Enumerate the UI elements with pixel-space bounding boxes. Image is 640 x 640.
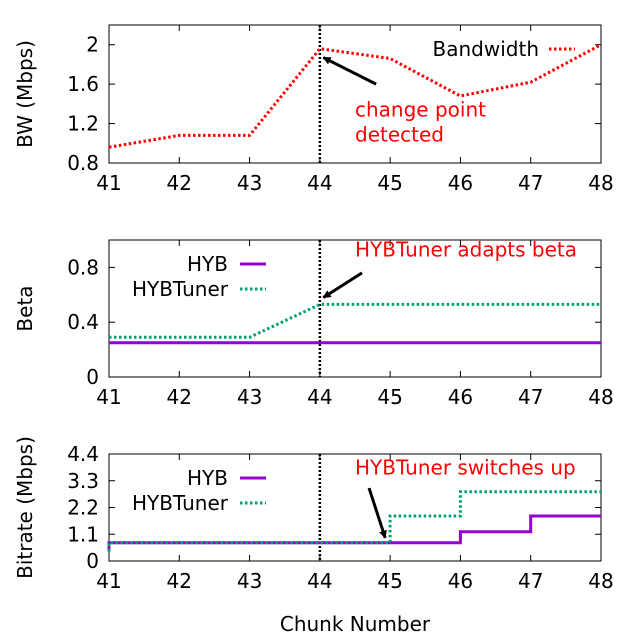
y-axis-label: Bitrate (Mbps) bbox=[13, 436, 37, 579]
x-tick-label: 47 bbox=[518, 569, 543, 593]
x-tick-label: 48 bbox=[588, 569, 613, 593]
legend-label: HYB bbox=[187, 466, 228, 490]
annotation-text: change point bbox=[355, 98, 486, 122]
y-tick-label: 1.2 bbox=[67, 112, 99, 136]
y-tick-label: 2.2 bbox=[67, 496, 99, 520]
y-tick-label: 1.1 bbox=[67, 522, 99, 546]
annotation-arrow bbox=[322, 56, 377, 86]
annotation-arrow bbox=[322, 271, 363, 299]
x-tick-label: 48 bbox=[588, 385, 613, 409]
x-tick-label: 46 bbox=[448, 385, 473, 409]
y-tick-label: 0 bbox=[86, 549, 99, 573]
y-tick-label: 0.8 bbox=[67, 151, 99, 175]
y-tick-label: 3.3 bbox=[67, 469, 99, 493]
x-tick-label: 47 bbox=[518, 171, 543, 195]
x-tick-label: 43 bbox=[237, 385, 262, 409]
annotation-text: HYBTuner switches up bbox=[355, 456, 576, 480]
x-tick-label: 47 bbox=[518, 385, 543, 409]
chart-panel-3: 41 42 43 44 45 46 47 48 0 1.12.2 3.3 4.4 Bitrate (Mb… bbox=[13, 436, 614, 593]
plot-frame bbox=[108, 239, 602, 378]
x-tick-label: 42 bbox=[167, 569, 192, 593]
x-tick-label: 48 bbox=[588, 171, 613, 195]
x-tick-label: 41 bbox=[96, 171, 121, 195]
x-tick-label: 44 bbox=[307, 569, 332, 593]
chart-panel-1: 41 42 43 44 45 46 47 48 0.8 1.2 1.6 2 BW (Mbps) Bandw… bbox=[13, 24, 614, 195]
x-tick-label: 45 bbox=[377, 385, 402, 409]
x-tick-label: 46 bbox=[448, 569, 473, 593]
x-tick-label: 41 bbox=[96, 569, 121, 593]
legend-label: HYB bbox=[187, 252, 228, 276]
annotation-text: HYBTuner adapts beta bbox=[355, 237, 577, 261]
legend-label: HYBTuner bbox=[132, 491, 229, 515]
y-axis-label: Beta bbox=[13, 285, 37, 331]
series-line-hybtuner bbox=[107, 490, 601, 552]
series-line-hybtuner bbox=[109, 302, 601, 339]
x-tick-label: 43 bbox=[237, 569, 262, 593]
y-tick-label: 4.4 bbox=[67, 442, 99, 466]
x-tick-label: 46 bbox=[448, 171, 473, 195]
annotation-arrow bbox=[367, 487, 387, 539]
y-tick-label: 0.8 bbox=[67, 255, 99, 279]
plot-frame bbox=[108, 24, 602, 164]
y-axis-label: BW (Mbps) bbox=[13, 40, 37, 148]
x-tick-label: 42 bbox=[167, 385, 192, 409]
x-tick-label: 41 bbox=[96, 385, 121, 409]
y-tick-label: 2 bbox=[86, 33, 99, 57]
x-tick-label: 45 bbox=[377, 569, 402, 593]
legend-label: HYBTuner bbox=[132, 277, 229, 301]
annotation-text: detected bbox=[355, 123, 444, 147]
x-axis-label: Chunk Number bbox=[280, 612, 431, 636]
x-tick-label: 45 bbox=[377, 171, 402, 195]
y-tick-label: 1.6 bbox=[67, 72, 99, 96]
x-tick-label: 44 bbox=[307, 171, 332, 195]
y-tick-label: 0.4 bbox=[67, 310, 99, 334]
x-tick-label: 44 bbox=[307, 385, 332, 409]
legend-label: Bandwidth bbox=[433, 37, 539, 61]
y-tick-label: 0 bbox=[86, 365, 99, 389]
x-tick-label: 42 bbox=[167, 171, 192, 195]
x-tick-label: 43 bbox=[237, 171, 262, 195]
series-line-hyb bbox=[107, 514, 601, 552]
